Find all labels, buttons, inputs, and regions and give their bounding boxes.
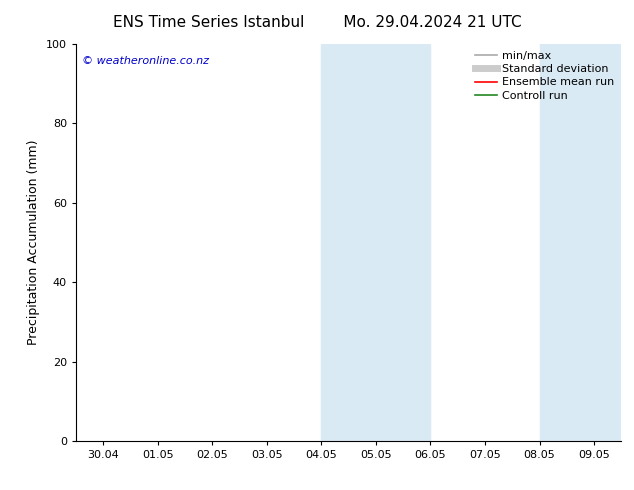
Legend: min/max, Standard deviation, Ensemble mean run, Controll run: min/max, Standard deviation, Ensemble me… — [470, 47, 619, 105]
Text: © weatheronline.co.nz: © weatheronline.co.nz — [82, 56, 209, 66]
Y-axis label: Precipitation Accumulation (mm): Precipitation Accumulation (mm) — [27, 140, 41, 345]
Bar — [321, 44, 430, 441]
Text: ENS Time Series Istanbul        Mo. 29.04.2024 21 UTC: ENS Time Series Istanbul Mo. 29.04.2024 … — [113, 15, 521, 30]
Bar — [540, 44, 621, 441]
